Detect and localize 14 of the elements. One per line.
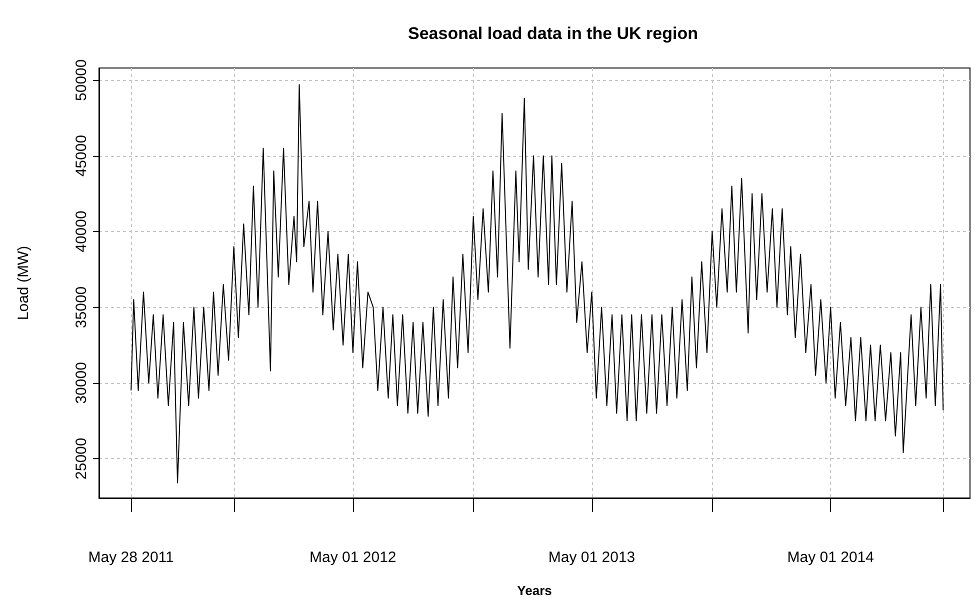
y-tick-label: 25000 — [73, 438, 90, 480]
x-axis-title: Years — [517, 583, 552, 598]
x-tick-label: May 01 2013 — [548, 549, 636, 566]
y-tick-label: 45000 — [73, 134, 90, 177]
x-tick-label: May 01 2014 — [787, 549, 874, 566]
y-tick-label: 35000 — [73, 286, 90, 328]
y-tick-label: 50000 — [73, 59, 90, 101]
x-tick-label: May 28 2011 — [88, 549, 174, 566]
y-tick-label: 40000 — [73, 210, 90, 252]
line-series — [130, 84, 944, 484]
x-tick-label: May 01 2012 — [310, 549, 396, 566]
chart-title: Seasonal load data in the UK region — [408, 24, 698, 43]
y-tick-label: 30000 — [73, 362, 90, 404]
y-axis-title: Load (MW) — [15, 246, 32, 320]
